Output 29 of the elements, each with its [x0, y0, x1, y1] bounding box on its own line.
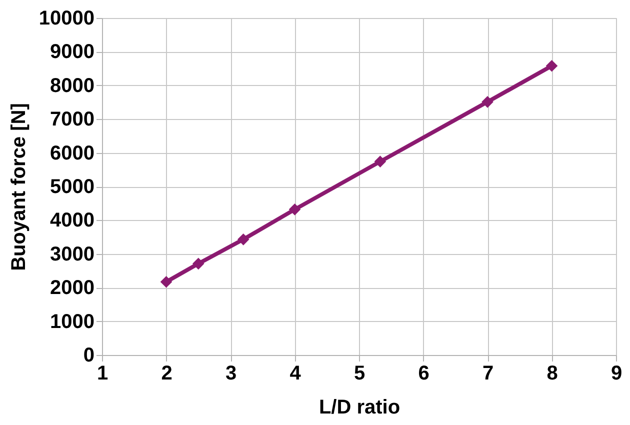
- point: [374, 156, 386, 168]
- point: [482, 96, 494, 108]
- y-tick-label: 6000: [50, 142, 94, 164]
- x-tick-label: 6: [418, 362, 430, 384]
- x-tick-label: 9: [610, 362, 622, 384]
- x-tick-label: 1: [96, 362, 108, 384]
- x-tick-label: 3: [225, 362, 237, 384]
- y-tick-label: 10000: [38, 8, 94, 30]
- y-tick-label: 1000: [50, 310, 94, 333]
- point: [160, 276, 172, 288]
- x-axis-title: L/D ratio: [318, 396, 400, 418]
- x-tick-label: 2: [161, 362, 172, 384]
- point: [546, 60, 558, 72]
- y-tick-label: 8000: [50, 74, 94, 97]
- y-tick-label: 4000: [50, 210, 94, 232]
- y-tick-label: 2000: [50, 277, 94, 300]
- y-tick-label: 9000: [50, 41, 94, 64]
- point: [192, 258, 204, 270]
- y-tick-label: 5000: [50, 176, 94, 198]
- x-tick-label: 7: [482, 362, 494, 384]
- x-tick-label: 8: [546, 362, 558, 384]
- x-tick-label: 5: [354, 362, 366, 384]
- y-tick-label: 3000: [50, 243, 94, 266]
- y-tick-label: 0: [83, 344, 94, 366]
- point: [237, 233, 250, 246]
- y-tick-label: 7000: [50, 108, 94, 131]
- point: [288, 204, 301, 216]
- y-axis-title: Buoyant force [N]: [8, 103, 30, 271]
- x-tick-label: 4: [290, 362, 302, 384]
